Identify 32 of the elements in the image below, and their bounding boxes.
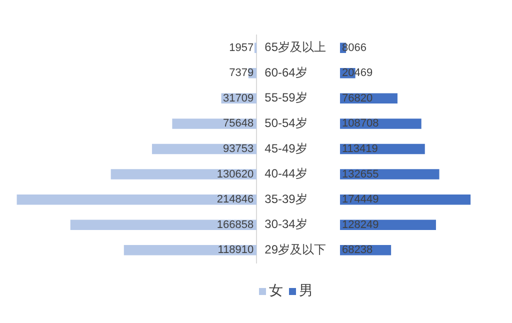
y-tick-label: 40-44岁: [264, 166, 308, 181]
data-label: 7379: [229, 67, 254, 80]
data-label: 118910: [218, 244, 254, 256]
data-label: 31709: [223, 92, 254, 104]
data-label: 130620: [216, 168, 254, 180]
y-tick-label: 65岁及以上: [264, 40, 326, 54]
y-tick-label: 45-49岁: [264, 141, 308, 156]
bar: [110, 169, 257, 180]
data-label: 214846: [216, 194, 254, 206]
data-label: 132655: [342, 168, 379, 180]
data-label: 75648: [223, 118, 254, 130]
y-tick-label: 35-39岁: [264, 192, 308, 206]
data-label: 166858: [216, 218, 254, 231]
data-label: 113419: [342, 143, 378, 156]
data-label: 68238: [342, 244, 373, 256]
y-tick-label: 50-54岁: [264, 116, 308, 130]
y-tick-label: 55-59岁: [264, 90, 308, 105]
y-tick-label: 60-64岁: [264, 65, 308, 80]
bar: [70, 220, 257, 230]
y-tick-label: 30-34岁: [264, 217, 308, 232]
data-label: 93753: [223, 143, 254, 156]
data-label: 174449: [342, 194, 379, 206]
legend-label: 女: [269, 282, 283, 300]
bar: [16, 194, 257, 205]
bar: [254, 42, 257, 53]
data-label: 128249: [342, 218, 379, 231]
bar: [124, 245, 257, 256]
y-tick-label: 29岁及以下: [264, 242, 326, 256]
data-label: 1957: [229, 42, 254, 54]
data-label: 76820: [342, 92, 373, 104]
data-label: 108708: [342, 118, 379, 130]
legend-label: 男: [299, 282, 313, 300]
